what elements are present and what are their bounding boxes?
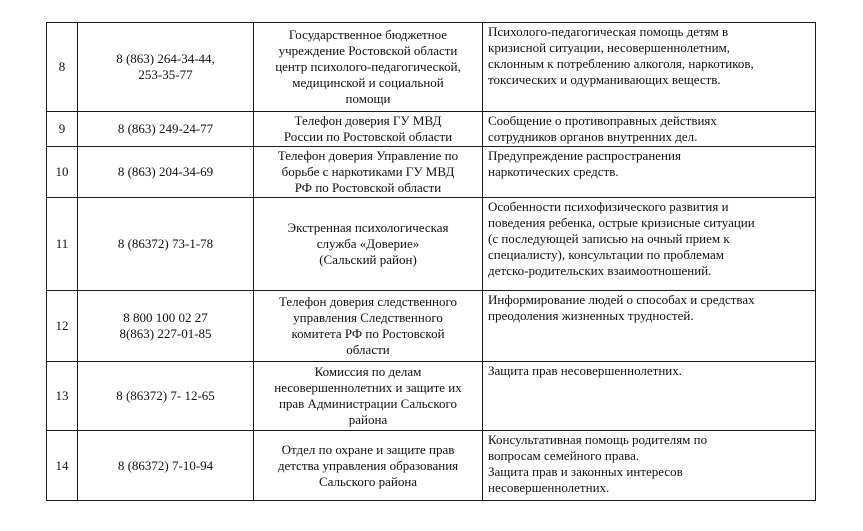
organization-name: Телефон доверия следственного управления… <box>278 294 458 357</box>
row-number-cell: 8 <box>46 22 78 112</box>
phone-cell: 8 (863) 249-24-77 <box>77 111 254 147</box>
hotlines-table: 8 8 (863) 264-34-44, 253-35-77 Государст… <box>46 22 816 501</box>
service-description: Консультативная помощь родителям по вопр… <box>488 432 708 495</box>
phone-number: 8 (86372) 7- 12-65 <box>116 388 215 403</box>
table-row: 8 8 (863) 264-34-44, 253-35-77 Государст… <box>46 22 816 112</box>
phone-cell: 8 800 100 02 27 8(863) 227-01-85 <box>77 290 254 362</box>
phone-number: 8 (863) 264-34-44, 253-35-77 <box>116 51 215 82</box>
organization-name: Комиссия по делам несовершеннолетних и з… <box>274 364 462 427</box>
row-number-cell: 12 <box>46 290 78 362</box>
description-cell: Сообщение о противоправных действиях сот… <box>482 111 816 147</box>
organization-name: Телефон доверия Управление по борьбе с н… <box>277 148 459 195</box>
row-number: 13 <box>55 388 69 403</box>
phone-cell: 8 (86372) 7-10-94 <box>77 430 254 501</box>
organization-name: Отдел по охране и защите прав детства уп… <box>277 441 459 489</box>
description-cell: Защита прав несовершеннолетних. <box>482 361 816 431</box>
organization-cell: Государственное бюджетное учреждение Рос… <box>253 22 483 112</box>
row-number-cell: 9 <box>46 111 78 147</box>
organization-cell: Телефон доверия следственного управления… <box>253 290 483 362</box>
row-number: 11 <box>55 236 69 251</box>
organization-cell: Отдел по охране и защите прав детства уп… <box>253 430 483 501</box>
service-description: Информирование людей о способах и средст… <box>488 292 755 323</box>
table-row: 13 8 (86372) 7- 12-65 Комиссия по делам … <box>46 361 816 431</box>
row-number-cell: 11 <box>46 197 78 291</box>
phone-cell: 8 (86372) 7- 12-65 <box>77 361 254 431</box>
table-row: 11 8 (86372) 73-1-78 Экстренная психолог… <box>46 197 816 291</box>
phone-number: 8 (86372) 7-10-94 <box>117 457 214 473</box>
table-row: 10 8 (863) 204-34-69 Телефон доверия Упр… <box>46 146 816 198</box>
organization-name: Телефон доверия ГУ МВД России по Ростовс… <box>283 113 453 144</box>
row-number: 8 <box>58 59 66 74</box>
service-description: Предупреждение распространения наркотиче… <box>488 148 681 179</box>
phone-number: 8 (863) 249-24-77 <box>117 121 214 136</box>
description-cell: Предупреждение распространения наркотиче… <box>482 146 816 198</box>
organization-cell: Телефон доверия Управление по борьбе с н… <box>253 146 483 198</box>
service-description: Сообщение о противоправных действиях сот… <box>488 113 717 144</box>
row-number: 9 <box>58 121 66 136</box>
phone-number: 8 (863) 204-34-69 <box>117 164 214 179</box>
table-row: 9 8 (863) 249-24-77 Телефон доверия ГУ М… <box>46 111 816 147</box>
phone-number: 8 (86372) 73-1-78 <box>117 236 214 251</box>
table-row: 14 8 (86372) 7-10-94 Отдел по охране и з… <box>46 430 816 501</box>
row-number: 12 <box>55 318 69 333</box>
service-description: Психолого-педагогическая помощь детям в … <box>488 24 754 87</box>
organization-name: Экстренная психологическая служба «Довер… <box>287 220 449 267</box>
service-description: Защита прав несовершеннолетних. <box>488 363 683 378</box>
organization-cell: Экстренная психологическая служба «Довер… <box>253 197 483 291</box>
table-row: 12 8 800 100 02 27 8(863) 227-01-85 Теле… <box>46 290 816 362</box>
phone-cell: 8 (863) 204-34-69 <box>77 146 254 198</box>
row-number-cell: 14 <box>46 430 78 501</box>
row-number-cell: 10 <box>46 146 78 198</box>
description-cell: Особенности психофизического развития и … <box>482 197 816 291</box>
organization-name: Государственное бюджетное учреждение Рос… <box>275 27 461 106</box>
phone-cell: 8 (863) 264-34-44, 253-35-77 <box>77 22 254 112</box>
phone-number: 8 800 100 02 27 8(863) 227-01-85 <box>119 310 212 341</box>
row-number: 14 <box>55 457 69 473</box>
service-description: Особенности психофизического развития и … <box>488 199 755 278</box>
row-number: 10 <box>55 164 69 179</box>
description-cell: Психолого-педагогическая помощь детям в … <box>482 22 816 112</box>
description-cell: Консультативная помощь родителям по вопр… <box>482 430 816 501</box>
organization-cell: Телефон доверия ГУ МВД России по Ростовс… <box>253 111 483 147</box>
description-cell: Информирование людей о способах и средст… <box>482 290 816 362</box>
row-number-cell: 13 <box>46 361 78 431</box>
organization-cell: Комиссия по делам несовершеннолетних и з… <box>253 361 483 431</box>
phone-cell: 8 (86372) 73-1-78 <box>77 197 254 291</box>
